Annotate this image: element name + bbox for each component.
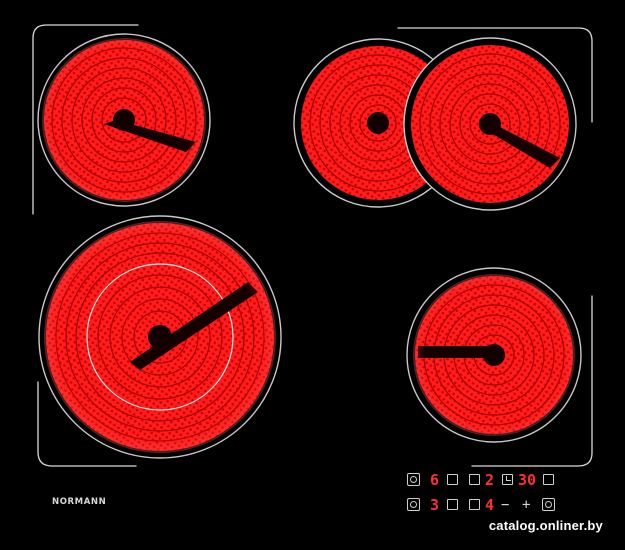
cooking-zone-rear-right	[403, 37, 577, 211]
boost-sensor-icon[interactable]	[407, 498, 420, 511]
control-row-top: 6 2 30	[405, 472, 565, 488]
zone-d-select-button[interactable]	[469, 499, 480, 510]
zone-b-select-button[interactable]	[469, 474, 480, 485]
watermark-text: catalog.onliner.by	[488, 518, 603, 533]
lock-button[interactable]	[543, 474, 554, 485]
frame-corners	[32, 24, 593, 467]
brand-logo: NORMANN	[52, 497, 107, 507]
timer-clock-icon[interactable]	[502, 474, 513, 485]
zone-a-select-button[interactable]	[447, 474, 458, 485]
zone-c-level: 3	[430, 496, 440, 514]
zone-c-select-button[interactable]	[447, 499, 458, 510]
timer-display: 30	[518, 471, 537, 489]
minus-button[interactable]: −	[501, 497, 510, 513]
control-row-bottom: 3 4 − +	[405, 497, 565, 513]
zone-a-level: 6	[430, 471, 440, 489]
zone-d-level: 4	[485, 496, 495, 514]
plus-button[interactable]: +	[522, 497, 531, 513]
keep-warm-sensor-icon[interactable]	[542, 498, 555, 511]
touch-control-panel: 6 2 30 3 4 − +	[405, 472, 565, 516]
power-sensor-icon[interactable]	[407, 473, 420, 486]
zone-b-level: 2	[485, 471, 495, 489]
